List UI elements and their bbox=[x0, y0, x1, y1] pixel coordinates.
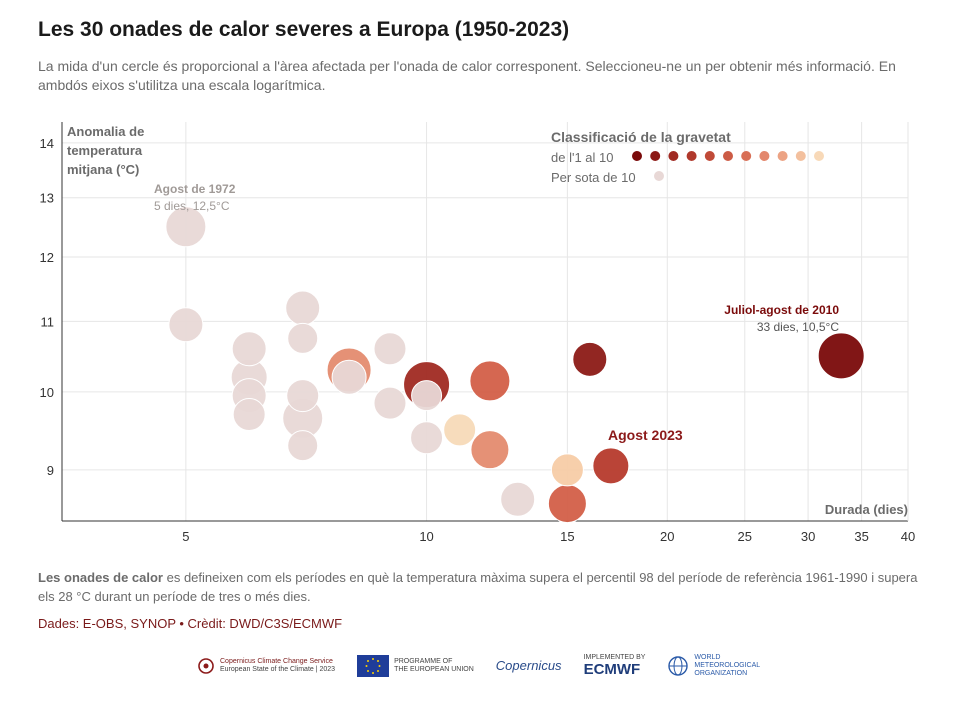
x-tick-label: 35 bbox=[854, 529, 868, 544]
y-tick-label: 11 bbox=[41, 314, 55, 329]
footnote-text: es defineixen com els períodes en què la… bbox=[38, 570, 918, 604]
x-axis-label: Durada (dies) bbox=[825, 502, 908, 517]
heatwave-bubble[interactable] bbox=[469, 360, 511, 402]
wmo-logo: WORLD METEOROLOGICAL ORGANIZATION bbox=[667, 654, 760, 678]
footnote-bold: Les onades de calor bbox=[38, 570, 163, 585]
heatwave-bubble[interactable] bbox=[443, 413, 477, 447]
annotation-title: Agost de 1972 bbox=[154, 182, 236, 196]
footnote: Les onades de calor es defineixen com el… bbox=[38, 568, 918, 606]
heatwave-bubble[interactable] bbox=[232, 397, 266, 431]
ecmwf-wordmark: ECMWF bbox=[583, 661, 641, 678]
eu-line2: THE EUROPEAN UNION bbox=[394, 666, 474, 673]
eu-logo: PROGRAMME OF THE EUROPEAN UNION bbox=[357, 655, 474, 677]
heatwave-bubble[interactable] bbox=[817, 332, 865, 380]
legend-rank-swatch bbox=[777, 151, 788, 161]
heatwave-bubble[interactable] bbox=[547, 484, 587, 524]
y-axis-label-line: Anomalia de bbox=[67, 124, 144, 139]
logo-strip: Copernicus Climate Change Service Europea… bbox=[197, 650, 760, 682]
wmo-line2: METEOROLOGICAL bbox=[694, 662, 761, 669]
copernicus-logo: Copernicus bbox=[496, 659, 562, 673]
legend-rank-swatch bbox=[741, 151, 752, 161]
legend-rank-swatch bbox=[814, 151, 824, 161]
heatwave-bubble[interactable] bbox=[411, 380, 443, 412]
ecmwf-logo: IMPLEMENTED BY ECMWF bbox=[584, 654, 646, 678]
annotation-detail: 5 dies, 12,5°C bbox=[154, 199, 230, 213]
c3s-line2: European State of the Climate | 2023 bbox=[220, 666, 336, 673]
legend-rank-label: de l'1 al 10 bbox=[551, 150, 613, 165]
heatwave-bubble[interactable] bbox=[410, 421, 444, 455]
eu-flag-icon bbox=[357, 655, 390, 677]
y-axis-label-line: temperatura bbox=[67, 143, 143, 158]
y-tick-label: 12 bbox=[40, 250, 54, 265]
annotation-detail: 33 dies, 10,5°C bbox=[757, 320, 840, 334]
legend-below-label: Per sota de 10 bbox=[551, 170, 636, 185]
subtitle: La mida d'un cercle és proporcional a l'… bbox=[38, 58, 896, 93]
legend-rank-swatch bbox=[723, 151, 733, 161]
eu-line1: PROGRAMME OF bbox=[394, 658, 453, 665]
x-tick-label: 20 bbox=[660, 529, 674, 544]
y-tick-label: 13 bbox=[40, 191, 54, 206]
x-tick-label: 10 bbox=[419, 529, 433, 544]
x-tick-label: 40 bbox=[901, 529, 915, 544]
c3s-line1: Copernicus Climate Change Service bbox=[220, 658, 333, 665]
legend-rank-swatch bbox=[686, 151, 697, 161]
heatwave-bubble[interactable] bbox=[373, 332, 407, 366]
heatwave-bubble[interactable] bbox=[165, 206, 207, 248]
heatwave-bubble[interactable] bbox=[373, 386, 407, 420]
data-source: Dades: E-OBS, SYNOP • Crèdit: DWD/C3S/EC… bbox=[38, 616, 343, 631]
x-tick-label: 5 bbox=[182, 529, 189, 544]
legend-title: Classificació de la gravetat bbox=[551, 129, 731, 145]
heatwave-bubble[interactable] bbox=[231, 331, 267, 367]
heatwave-bubble[interactable] bbox=[592, 447, 630, 485]
wmo-globe-icon bbox=[668, 656, 689, 676]
y-tick-label: 10 bbox=[40, 385, 54, 400]
heatwave-bubble[interactable] bbox=[500, 481, 536, 517]
heatwave-bubble-chart: 9 10 11 12 13 14 5 10 15 20 25 30 35 40 Anomalia de tem… bbox=[40, 122, 915, 544]
x-tick-label: 30 bbox=[801, 529, 815, 544]
c3s-icon bbox=[198, 658, 214, 674]
y-tick-label: 9 bbox=[47, 463, 54, 478]
wmo-line1: WORLD bbox=[694, 654, 721, 661]
legend-rank-swatch bbox=[795, 151, 806, 161]
heatwave-bubble[interactable] bbox=[168, 307, 204, 343]
x-tick-label: 15 bbox=[560, 529, 574, 544]
legend-below-swatch bbox=[654, 171, 664, 181]
y-axis-label-line: mitjana (°C) bbox=[67, 162, 139, 177]
ecmwf-implemented-by: IMPLEMENTED BY bbox=[583, 654, 646, 661]
copernicus-wordmark: Copernicus bbox=[495, 658, 562, 673]
x-tick-label: 25 bbox=[738, 529, 752, 544]
page-title: Les 30 onades de calor severes a Europa … bbox=[38, 18, 570, 41]
heatwave-bubble[interactable] bbox=[550, 453, 584, 487]
legend-rank-swatch bbox=[704, 151, 715, 161]
c3s-logo: Copernicus Climate Change Service Europea… bbox=[197, 657, 335, 675]
legend-rank-swatch bbox=[650, 151, 661, 161]
heatwave-bubble[interactable] bbox=[285, 290, 321, 326]
heatwave-bubble[interactable] bbox=[572, 341, 608, 377]
annotation-title: Juliol-agost de 2010 bbox=[724, 303, 839, 317]
heatwave-bubble[interactable] bbox=[331, 359, 367, 395]
y-tick-label: 14 bbox=[40, 136, 54, 151]
legend-rank-swatch bbox=[759, 151, 770, 161]
heatwave-bubble[interactable] bbox=[287, 322, 319, 354]
heatwave-bubble[interactable] bbox=[286, 379, 320, 413]
heatwave-bubble[interactable] bbox=[470, 430, 510, 470]
legend-rank-swatch bbox=[632, 151, 642, 161]
annotation-title: Agost 2023 bbox=[608, 427, 683, 443]
heatwave-bubble[interactable] bbox=[287, 430, 319, 462]
wmo-line3: ORGANIZATION bbox=[694, 670, 748, 677]
legend-rank-swatch bbox=[668, 151, 679, 161]
